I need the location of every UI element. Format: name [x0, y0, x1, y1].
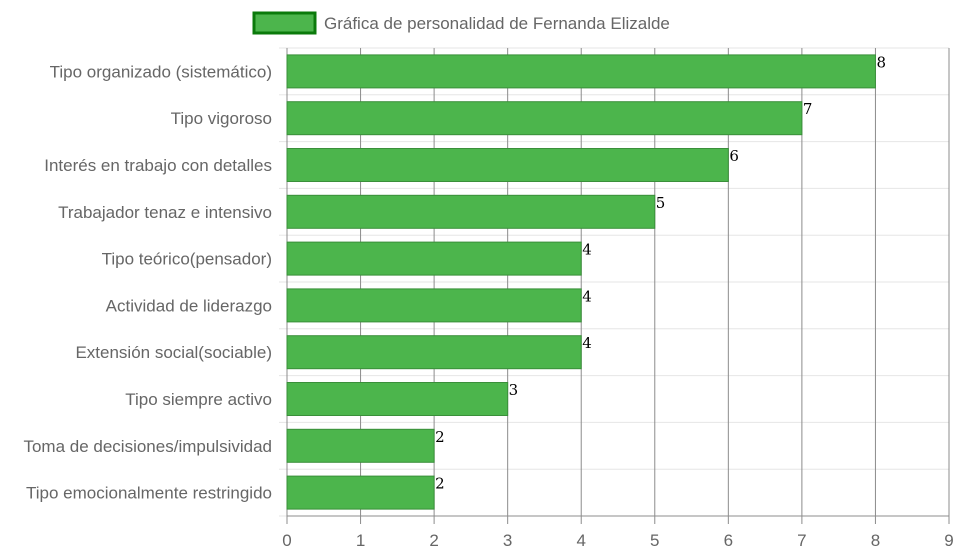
category-label: Tipo teórico(pensador)	[102, 250, 272, 269]
data-label: 2	[435, 475, 445, 493]
bar[interactable]	[286, 54, 876, 89]
x-tick-label: 4	[576, 531, 585, 550]
data-label: 4	[582, 241, 592, 259]
data-label: 3	[509, 381, 519, 399]
category-label: Tipo siempre activo	[125, 390, 272, 409]
x-tick-label: 2	[429, 531, 438, 550]
legend-swatch[interactable]	[252, 11, 317, 35]
x-tick-label: 8	[871, 531, 880, 550]
bars	[286, 54, 876, 510]
data-label: 4	[582, 334, 592, 352]
data-label: 8	[876, 53, 886, 71]
category-label: Interés en trabajo con detalles	[44, 156, 272, 175]
category-label: Trabajador tenaz e intensivo	[58, 203, 272, 222]
x-tick-label: 7	[797, 531, 806, 550]
legend[interactable]: Gráfica de personalidad de Fernanda Eliz…	[252, 11, 670, 35]
category-label: Tipo vigoroso	[171, 109, 272, 128]
x-tick-label: 0	[282, 531, 291, 550]
category-label: Tipo organizado (sistemático)	[50, 62, 272, 81]
bar[interactable]	[286, 241, 582, 276]
x-tick-label: 1	[356, 531, 365, 550]
x-tick-labels: 0 1 2 3 4 5 6 7 8 9	[282, 531, 953, 550]
data-label: 4	[582, 287, 592, 305]
category-labels: Tipo organizado (sistemático) Tipo vigoro…	[23, 62, 272, 502]
category-label: Toma de decisiones/impulsividad	[23, 437, 272, 456]
x-tick-label: 6	[724, 531, 733, 550]
bar[interactable]	[286, 101, 803, 136]
data-labels: 8 7 6 5 4 4 4 3 2 2	[435, 53, 886, 492]
bar[interactable]	[286, 148, 729, 182]
x-tick-label: 5	[650, 531, 659, 550]
x-tick-label: 3	[503, 531, 512, 550]
data-label: 6	[729, 147, 739, 165]
data-label: 7	[803, 100, 813, 118]
bar[interactable]	[286, 194, 656, 229]
legend-label[interactable]: Gráfica de personalidad de Fernanda Eliz…	[324, 14, 670, 33]
category-label: Extensión social(sociable)	[75, 343, 272, 362]
bar[interactable]	[286, 475, 435, 510]
x-tick-label: 9	[944, 531, 953, 550]
bar[interactable]	[286, 428, 435, 463]
data-label: 2	[435, 428, 445, 446]
category-label: Tipo emocionalmente restringido	[26, 484, 272, 503]
category-label: Actividad de liderazgo	[106, 296, 272, 315]
bar[interactable]	[286, 288, 582, 323]
bar[interactable]	[286, 382, 509, 416]
bar[interactable]	[286, 335, 582, 370]
data-label: 5	[656, 194, 666, 212]
